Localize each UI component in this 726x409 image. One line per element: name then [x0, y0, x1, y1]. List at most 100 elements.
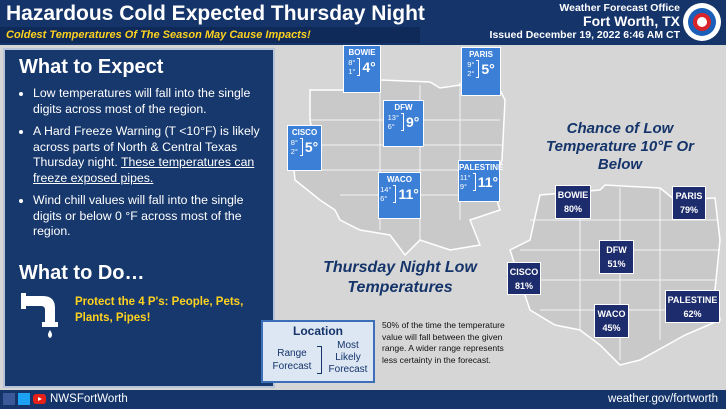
chance-box: PARIS 79% [672, 186, 706, 220]
left-panel: What to Expect Low temperatures will fal… [3, 48, 275, 388]
bullet-text: A Hard Freeze Warning (T <10°F) is likel… [33, 124, 260, 169]
bracket [476, 60, 480, 78]
chance: 62% [683, 309, 702, 319]
likely: 5° [304, 139, 319, 155]
city-box: PALESTINE 11° 9° 11° [458, 160, 504, 202]
city-name: CISCO [509, 267, 539, 277]
city-box: BOWIE 8° 1° 4° [343, 45, 381, 93]
city-name: BOWIE [557, 190, 589, 200]
city-row: 14° 6° 11° [379, 185, 420, 203]
title: Hazardous Cold Expected Thursday Night [6, 2, 425, 25]
chance-box: DFW 51% [599, 240, 634, 274]
office: Weather Forecast Office Fort Worth, TX I… [490, 2, 680, 41]
city-box: PARIS 9° 2° 5° [461, 47, 501, 96]
legend-range: Range Forecast [272, 348, 312, 372]
chance: 79% [679, 205, 698, 215]
high: 11° [459, 173, 471, 182]
city-name: WACO [597, 309, 626, 319]
chance-title: Chance of Low Temperature 10°F Or Below [546, 120, 694, 173]
chance-box: BOWIE 80% [555, 185, 591, 219]
todo-text: Protect the 4 P's: People, Pets, Plants,… [75, 296, 244, 324]
chance-box: CISCO 81% [507, 262, 541, 295]
range: 9° 2° [467, 60, 474, 78]
high: 8° [348, 58, 356, 67]
city-row: 13° 6° 9° [384, 113, 423, 131]
likely: 11° [477, 174, 499, 190]
city-name: PARIS [675, 191, 703, 201]
city-name: DFW [394, 103, 413, 112]
city-row: 11° 9° 11° [459, 173, 499, 191]
office-location: Fort Worth, TX [583, 13, 680, 29]
high: 14° [380, 185, 392, 194]
city-box: DFW 13° 6° 9° [383, 100, 424, 147]
chance: 45% [602, 323, 621, 333]
office-name: Weather Forecast Office [559, 2, 680, 14]
subtitle: Coldest Temperatures Of The Season May C… [0, 27, 420, 43]
chance-box: PALESTINE 62% [665, 290, 720, 323]
bullet: Low temperatures will fall into the sing… [33, 86, 267, 117]
city-box: CISCO 8° 2° 5° [287, 125, 322, 171]
city-name: CISCO [291, 128, 318, 137]
low: 1° [348, 67, 356, 76]
bullets: Low temperatures will fall into the sing… [17, 86, 267, 247]
city-name: PALESTINE [459, 163, 504, 172]
bullet-underlined: These temperatures can freeze exposed pi… [33, 155, 255, 185]
range: 14° 6° [380, 185, 391, 203]
bracket [393, 185, 397, 203]
header: Hazardous Cold Expected Thursday Night C… [0, 0, 726, 45]
low: 2° [290, 147, 298, 156]
bracket [299, 138, 303, 156]
expect-heading: What to Expect [19, 56, 164, 78]
forecast-caption: Thursday Night Low Temperatures [323, 259, 477, 296]
pipe-icon [21, 293, 58, 338]
url: weather.gov/fortworth [608, 393, 718, 405]
legend-title: Location [293, 324, 343, 338]
bracket [400, 113, 404, 131]
legend-note: 50% of the time the temperature value wi… [382, 320, 505, 365]
high: 9° [467, 60, 475, 69]
high: 8° [290, 138, 298, 147]
likely: 5° [481, 61, 495, 77]
range: 11° 9° [460, 173, 471, 191]
bullet-text: Low temperatures will fall into the sing… [33, 86, 251, 116]
city-name: BOWIE [348, 48, 376, 57]
social-icons [3, 393, 46, 405]
bullet: A Hard Freeze Warning (T <10°F) is likel… [33, 124, 267, 186]
todo-heading: What to Do… [19, 262, 145, 284]
bullet-text: Wind chill values will fall into the sin… [33, 193, 244, 238]
city-row: 8° 2° 5° [288, 138, 321, 156]
city-name: WACO [387, 175, 412, 184]
range: 8° 2° [291, 138, 298, 156]
range: 8° 1° [348, 58, 355, 76]
city-name: PALESTINE [667, 295, 718, 305]
likely: 9° [405, 114, 420, 130]
low: 6° [387, 122, 395, 131]
city-row: 9° 2° 5° [462, 60, 500, 78]
issued: Issued December 19, 2022 6:46 AM CT [489, 29, 680, 41]
low: 6° [380, 194, 388, 203]
bracket [472, 173, 476, 191]
legend: Location Range Forecast Most Likely Fore… [261, 320, 375, 383]
city-row: 8° 1° 4° [344, 58, 380, 76]
forecast-map [291, 79, 506, 257]
high: 13° [387, 113, 399, 122]
range: 13° 6° [388, 113, 399, 131]
city-box: WACO 14° 6° 11° [378, 172, 421, 219]
low: 2° [467, 69, 475, 78]
bullet: Wind chill values will fall into the sin… [33, 193, 267, 240]
chance: 51% [607, 259, 626, 269]
legend-bracket [317, 346, 322, 374]
low: 9° [459, 182, 468, 191]
chance: 80% [563, 204, 582, 214]
chance-box: WACO 45% [594, 304, 629, 338]
nws-logo [683, 3, 721, 41]
footer: NWSFortWorth weather.gov/fortworth [0, 390, 726, 409]
likely: 4° [362, 59, 376, 75]
bracket [357, 58, 361, 76]
handle: NWSFortWorth [50, 393, 128, 405]
legend-likely: Most Likely Forecast [328, 340, 368, 375]
likely: 11° [398, 186, 419, 202]
city-name: DFW [606, 245, 627, 255]
city-name: PARIS [469, 50, 493, 59]
